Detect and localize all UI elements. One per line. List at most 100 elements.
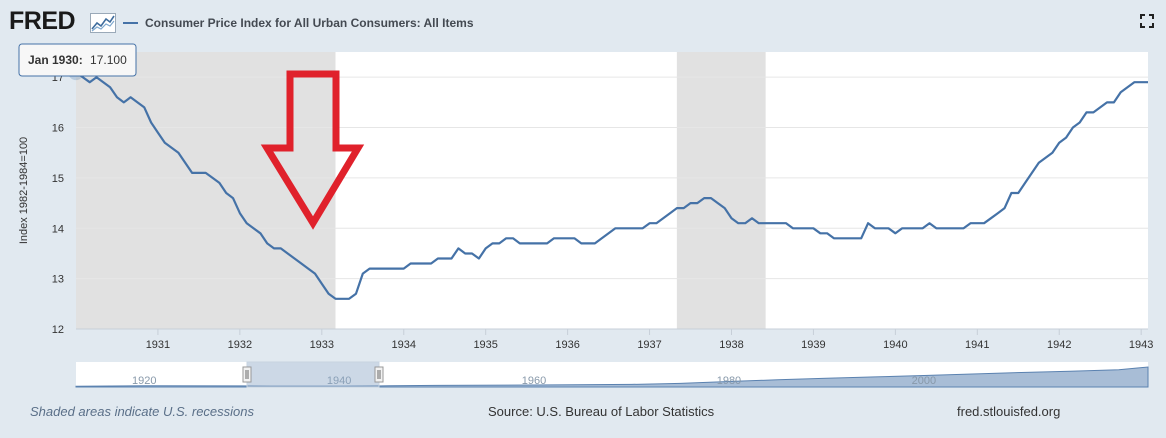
data-point [812,227,815,230]
data-point [266,242,269,245]
x-tick-label: 1933 [310,339,334,351]
data-point [395,267,398,270]
data-point [1099,106,1102,109]
y-tick-label: 14 [52,223,64,235]
x-tick-label: 1939 [801,339,825,351]
data-point [689,201,692,204]
fullscreen-icon[interactable] [1139,13,1155,29]
data-point [313,272,316,275]
data-point [293,257,296,260]
data-point [955,227,958,230]
data-point [901,227,904,230]
navigator-tick-label: 2000 [912,375,936,387]
series-line-group [75,71,1148,300]
data-point [1092,111,1095,114]
data-point [832,237,835,240]
tooltip-date: Jan 1930: [28,53,83,67]
data-point [1071,126,1074,129]
data-point [641,227,644,230]
data-point [450,257,453,260]
data-point [477,257,480,260]
legend-line-swatch [123,22,138,24]
data-point [1078,121,1081,124]
x-tick-label: 1932 [228,339,252,351]
data-point [211,176,214,179]
y-tick-label: 12 [52,324,64,336]
data-point [177,151,180,154]
data-point [791,227,794,230]
data-point [88,81,91,84]
recession-band [676,52,766,329]
data-point [785,222,788,225]
data-point [580,242,583,245]
data-point [272,247,275,250]
data-point [805,227,808,230]
data-point [184,161,187,164]
data-point [634,227,637,230]
data-point [1105,101,1108,104]
data-point [989,217,992,220]
y-tick-label: 15 [52,173,64,185]
navigator-selection[interactable] [246,361,380,388]
navigator-left-handle[interactable] [242,366,252,383]
y-tick-label: 13 [52,274,64,286]
data-point [252,227,255,230]
data-point [225,191,228,194]
site-link[interactable]: fred.stlouisfed.org [957,404,1061,419]
navigator-tick-label: 1940 [327,375,351,387]
data-point [757,222,760,225]
data-point [996,212,999,215]
data-point [914,227,917,230]
fred-logo[interactable]: FRED [9,7,76,35]
y-tick-label: 16 [52,123,64,135]
tooltip-value: 17.100 [90,53,127,67]
data-point [1112,101,1115,104]
data-point [1140,81,1143,84]
data-point [375,267,378,270]
data-point [320,282,323,285]
data-point [484,247,487,250]
data-point [723,207,726,210]
data-point [696,201,699,204]
recessions-note[interactable]: Shaded areas indicate U.S. recessions [30,404,255,419]
data-point [539,242,542,245]
data-point [136,101,139,104]
data-point [566,237,569,240]
data-point [846,237,849,240]
x-tick-label: 1937 [637,339,661,351]
series-title[interactable]: Consumer Price Index for All Urban Consu… [145,16,474,30]
data-point [648,222,651,225]
data-point [1064,136,1067,139]
navigator-right-handle[interactable] [374,366,384,383]
data-point [819,232,822,235]
data-point [880,227,883,230]
x-tick-label: 1935 [473,339,497,351]
data-point [300,262,303,265]
data-point [143,106,146,109]
x-tick-label: 1943 [1129,339,1153,351]
data-point [443,257,446,260]
data-point [416,262,419,265]
data-point [190,171,193,174]
x-tick-label: 1941 [965,339,989,351]
data-point [341,297,344,300]
navigator-series-area [75,366,1149,388]
data-point [163,141,166,144]
data-point [1133,81,1136,84]
data-point [737,222,740,225]
data-point [627,227,630,230]
data-point [948,227,951,230]
data-point [115,96,118,99]
data-point [402,267,405,270]
data-point [860,237,863,240]
navigator-tick-label: 1980 [717,375,741,387]
data-point [511,237,514,240]
data-point [1010,191,1013,194]
x-tick-label: 1931 [146,339,170,351]
data-point [873,227,876,230]
data-point [614,227,617,230]
data-point [1044,156,1047,159]
data-point [279,247,282,250]
range-navigator[interactable]: 1920 1940 1960 1980 2000 [75,361,1149,388]
